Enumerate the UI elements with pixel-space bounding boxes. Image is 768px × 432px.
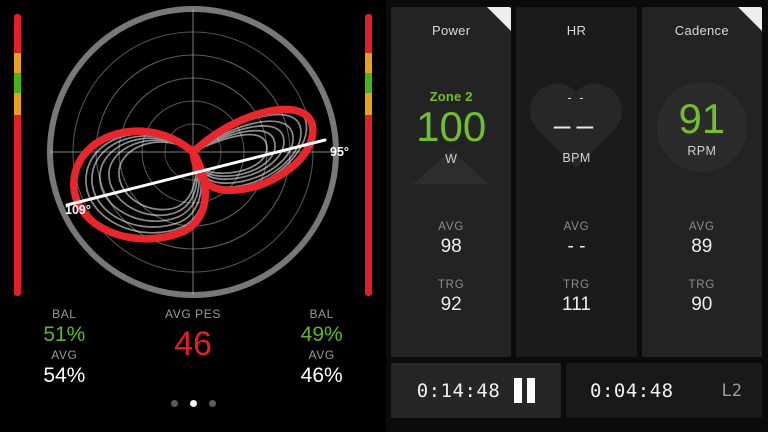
hr-trg-label: TRG	[563, 279, 590, 291]
zone-segment-3	[14, 92, 21, 116]
page-indicator[interactable]	[0, 400, 386, 407]
cadence-card-sub: AVG 89 TRG 90	[642, 220, 762, 316]
peak-angle-right-label: 95°	[330, 145, 349, 159]
zone-segment-4	[14, 115, 21, 296]
hr-card-main: - - –– BPM	[516, 52, 636, 202]
zone-segment-1	[14, 53, 21, 74]
cadence-avg-label: AVG	[688, 221, 715, 233]
hr-unit: BPM	[562, 150, 591, 165]
right-avg-value: 46%	[300, 364, 343, 387]
cadence-trg-value: 90	[691, 294, 713, 315]
avg-pes-value: 46	[174, 325, 212, 363]
power-value: 100	[416, 102, 487, 150]
power-card-main: Zone 2 100 W	[391, 52, 511, 202]
power-unit: W	[445, 151, 458, 166]
cadence-avg-group: AVG 89	[689, 220, 715, 258]
interval-timer-box[interactable]: 0:04:48 L2	[566, 363, 762, 418]
hr-tick-marks: - -	[567, 89, 586, 105]
hr-trg-value: 111	[562, 294, 591, 315]
left-leg-zone-bar	[14, 14, 21, 296]
page-dot-1[interactable]	[189, 400, 197, 407]
hr-value: ––	[553, 108, 600, 142]
cadence-avg-value: 89	[691, 236, 713, 257]
page-dot-2[interactable]	[208, 400, 216, 407]
left-leg-stats: BAL 51% AVG 54%	[0, 300, 129, 388]
power-trg-group: TRG 92	[438, 278, 465, 316]
zone-segment-4	[365, 115, 372, 296]
zone-segment-2	[365, 73, 372, 93]
timer-bar: 0:14:48 0:04:48 L2	[391, 363, 762, 418]
hr-card-sub: AVG - - TRG 111	[516, 220, 636, 316]
left-bal-label: BAL	[52, 307, 77, 321]
lap-label: L2	[721, 380, 742, 401]
right-bal-value: 49%	[300, 323, 343, 346]
current-stroke-trace	[70, 105, 317, 243]
hr-avg-label: AVG	[563, 221, 590, 233]
avg-pes-stats: AVG PES 46	[129, 300, 258, 364]
hr-trg-group: TRG 111	[562, 278, 591, 316]
power-avg-value: 98	[440, 236, 462, 257]
leg-balance-stats: BAL 51% AVG 54% AVG PES 46 BAL 49% AVG 4…	[0, 300, 386, 395]
interval-remaining-time: 0:04:48	[590, 379, 674, 402]
power-card-title: Power	[431, 23, 471, 38]
power-trg-label: TRG	[437, 279, 465, 291]
elapsed-time: 0:14:48	[416, 379, 501, 402]
cadence-card-main: 91 RPM	[642, 52, 762, 202]
zone-segment-0	[365, 14, 372, 54]
page-dot-0[interactable]	[170, 400, 178, 407]
right-bal-label: BAL	[309, 307, 334, 321]
avg-pes-label: AVG PES	[165, 307, 221, 321]
power-card-sub: AVG 98 TRG 92	[391, 220, 511, 316]
pedal-analysis-panel: 95° 109° BAL 51% AVG 54% AVG PES 46 BAL …	[0, 0, 386, 432]
left-avg-value: 54%	[43, 364, 86, 387]
power-avg-group: AVG 98	[438, 220, 464, 258]
metrics-panel: Power Zone 2 100 W AVG 98 TRG 92	[386, 0, 768, 432]
sensor-connected-icon	[487, 7, 512, 31]
sensor-connected-icon	[737, 7, 762, 31]
right-leg-stats: BAL 49% AVG 46%	[257, 300, 386, 388]
metric-card-power[interactable]: Power Zone 2 100 W AVG 98 TRG 92	[391, 7, 512, 357]
cadence-card-title: Cadence	[674, 23, 729, 38]
cadence-trg-group: TRG 90	[688, 278, 715, 316]
elapsed-timer-button[interactable]: 0:14:48	[391, 363, 561, 418]
left-bal-value: 51%	[43, 323, 86, 346]
peak-angle-line	[65, 138, 327, 207]
hr-card-title: HR	[566, 23, 587, 38]
pause-icon[interactable]	[514, 378, 536, 403]
cadence-trg-label: TRG	[688, 279, 716, 291]
metric-card-list: Power Zone 2 100 W AVG 98 TRG 92	[391, 7, 762, 357]
left-avg-label: AVG	[51, 348, 78, 362]
peak-angle-left-label: 109°	[65, 203, 91, 217]
zone-segment-1	[365, 53, 372, 74]
pedal-stroke-polar-chart[interactable]: 95° 109°	[0, 0, 386, 300]
zone-segment-3	[365, 92, 372, 116]
metric-card-cadence[interactable]: Cadence 91 RPM AVG 89 TRG 90	[641, 7, 762, 357]
power-zone-label: Zone 2	[429, 88, 473, 104]
hr-avg-value: - -	[567, 236, 586, 257]
power-avg-label: AVG	[438, 221, 465, 233]
cadence-unit: RPM	[687, 144, 717, 158]
right-leg-zone-bar	[365, 14, 372, 296]
power-trg-value: 92	[440, 294, 462, 315]
hr-avg-group: AVG - -	[564, 220, 590, 258]
cadence-circle-icon	[656, 82, 747, 172]
metric-card-hr[interactable]: HR - - –– BPM AVG - - TRG 111	[516, 7, 637, 357]
right-avg-label: AVG	[308, 348, 335, 362]
zone-segment-0	[14, 14, 21, 54]
zone-segment-2	[14, 73, 21, 93]
cadence-value: 91	[678, 95, 726, 142]
power-mountain-icon	[413, 150, 490, 184]
